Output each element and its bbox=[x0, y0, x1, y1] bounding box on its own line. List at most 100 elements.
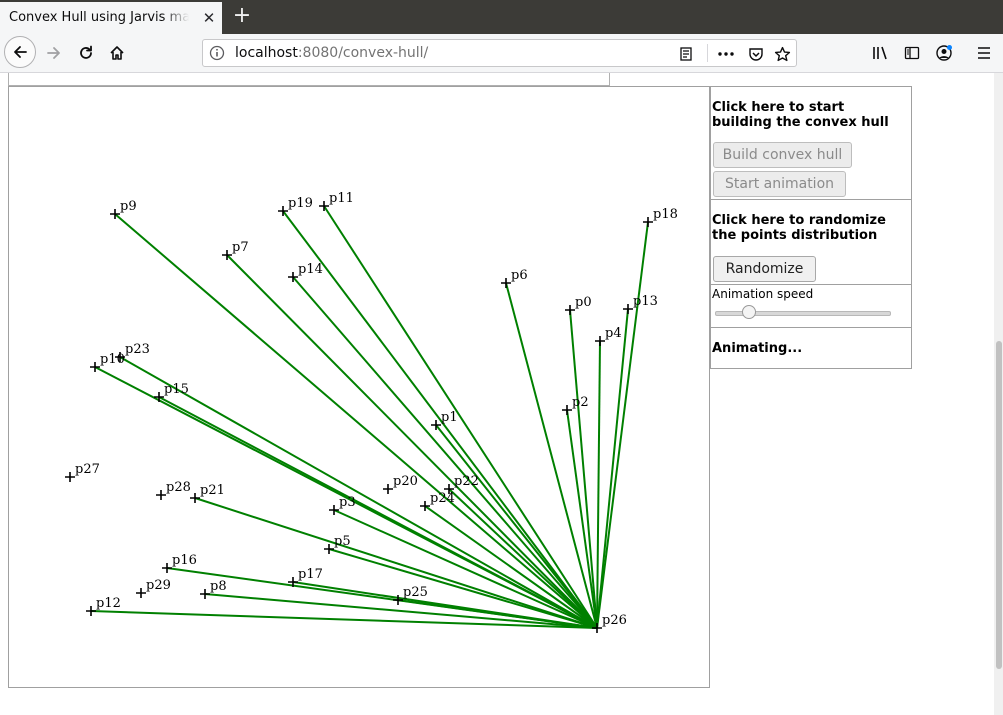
point-marker bbox=[324, 544, 334, 554]
point-marker bbox=[562, 405, 572, 415]
point-marker bbox=[501, 278, 511, 288]
point-marker bbox=[288, 577, 298, 587]
bookmark-star-icon[interactable] bbox=[773, 45, 791, 63]
sidebar-toggle-button[interactable] bbox=[898, 39, 926, 67]
scrollbar-thumb[interactable] bbox=[996, 341, 1002, 669]
point-marker bbox=[319, 201, 329, 211]
status-panel: Animating... bbox=[710, 327, 912, 369]
url-host: localhost bbox=[235, 45, 298, 61]
point-marker bbox=[162, 563, 172, 573]
site-info-icon[interactable] bbox=[209, 45, 225, 65]
pocket-icon[interactable] bbox=[747, 45, 765, 63]
tab-close-icon[interactable]: ✕ bbox=[202, 9, 216, 27]
point-marker bbox=[565, 305, 575, 315]
point-marker bbox=[643, 217, 653, 227]
forward-arrow-icon bbox=[47, 47, 60, 59]
point-p26: p26 bbox=[592, 613, 627, 633]
speed-slider-thumb[interactable] bbox=[742, 305, 757, 319]
point-marker bbox=[86, 606, 96, 616]
point-p28: p28 bbox=[156, 480, 191, 500]
point-p18: p18 bbox=[643, 207, 678, 227]
account-button[interactable] bbox=[930, 39, 958, 67]
point-label: p4 bbox=[605, 326, 622, 341]
reload-icon bbox=[80, 45, 92, 59]
point-p22: p22 bbox=[444, 474, 479, 494]
point-marker bbox=[222, 250, 232, 260]
tab-title: Convex Hull using Jarvis march bbox=[9, 10, 189, 25]
point-label: p12 bbox=[96, 596, 121, 611]
library-button[interactable] bbox=[867, 39, 895, 67]
page-scrollbar[interactable] bbox=[994, 73, 1003, 715]
point-marker bbox=[444, 484, 454, 494]
point-marker bbox=[190, 493, 200, 503]
point-p20: p20 bbox=[383, 474, 418, 494]
hull-edge-p8 bbox=[204, 593, 598, 629]
point-marker bbox=[115, 352, 125, 362]
animation-speed-label: Animation speed bbox=[712, 287, 814, 301]
address-bar[interactable]: localhost:8080/convex-hull/ bbox=[202, 39, 797, 67]
hull-edge-p21 bbox=[194, 497, 598, 629]
point-p7: p7 bbox=[222, 240, 249, 260]
new-tab-icon[interactable]: + bbox=[232, 3, 252, 28]
point-p25: p25 bbox=[393, 585, 428, 605]
point-p4: p4 bbox=[595, 326, 622, 346]
point-label: p6 bbox=[511, 268, 528, 283]
back-button[interactable] bbox=[4, 36, 36, 68]
hull-visualization: p0 p1 p2 p3 p4 p5 p6 p7 p8 p9 p10 p11 p12 p13 p14 p15 p1… bbox=[65, 191, 678, 633]
point-marker bbox=[288, 272, 298, 282]
hull-edge-p22 bbox=[448, 488, 598, 629]
point-p17: p17 bbox=[288, 567, 323, 587]
home-button[interactable] bbox=[103, 39, 131, 67]
reload-button[interactable] bbox=[72, 39, 100, 67]
point-marker bbox=[420, 501, 430, 511]
point-label: p16 bbox=[172, 553, 197, 568]
point-label: p20 bbox=[393, 474, 418, 489]
point-label: p10 bbox=[100, 352, 125, 367]
point-label: p18 bbox=[653, 207, 678, 222]
hull-edge-p1 bbox=[435, 424, 598, 629]
point-p21: p21 bbox=[190, 483, 225, 503]
navigation-toolbar: localhost:8080/convex-hull/ bbox=[0, 34, 1003, 73]
point-label: p23 bbox=[125, 342, 150, 357]
point-p29: p29 bbox=[136, 578, 171, 598]
point-p3: p3 bbox=[329, 495, 356, 515]
page-actions-icon[interactable] bbox=[717, 45, 735, 63]
point-marker bbox=[65, 472, 75, 482]
hull-edge-p4 bbox=[596, 340, 601, 629]
randomize-instructions: Click here to randomize the points distr… bbox=[712, 213, 886, 243]
library-icon bbox=[873, 46, 887, 60]
hull-edge-p15 bbox=[158, 396, 598, 629]
hull-edge-p7 bbox=[226, 254, 598, 629]
status-text: Animating... bbox=[712, 341, 803, 356]
point-marker bbox=[592, 623, 602, 633]
hull-canvas[interactable]: p0 p1 p2 p3 p4 p5 p6 p7 p8 p9 p10 p11 p12 p13 p14 p15 p1… bbox=[8, 86, 710, 688]
point-marker bbox=[595, 336, 605, 346]
hull-edge-p18 bbox=[596, 221, 649, 629]
point-marker bbox=[393, 595, 403, 605]
url-text[interactable]: localhost:8080/convex-hull/ bbox=[235, 45, 428, 61]
speed-panel: Animation speed bbox=[710, 284, 912, 328]
home-icon bbox=[110, 46, 124, 60]
url-divider bbox=[707, 44, 708, 62]
hull-edge-p19 bbox=[282, 210, 598, 629]
randomize-button[interactable]: Randomize bbox=[713, 256, 816, 282]
start-animation-button[interactable]: Start animation bbox=[713, 171, 846, 197]
hull-edge-p3 bbox=[333, 509, 598, 629]
point-p11: p11 bbox=[319, 191, 354, 211]
hamburger-menu-icon bbox=[978, 47, 990, 59]
menu-button[interactable] bbox=[970, 39, 998, 67]
forward-button[interactable] bbox=[40, 39, 68, 67]
build-convex-hull-button[interactable]: Build convex hull bbox=[713, 142, 852, 168]
hull-edge-p11 bbox=[323, 205, 598, 629]
hull-edge-p9 bbox=[114, 213, 598, 629]
point-label: p26 bbox=[602, 613, 627, 628]
account-icon bbox=[936, 45, 952, 61]
point-marker bbox=[136, 588, 146, 598]
tab-strip: Convex Hull using Jarvis march ✕ + bbox=[0, 0, 1003, 34]
point-marker bbox=[623, 304, 633, 314]
hull-edge-p25 bbox=[397, 599, 598, 629]
active-tab[interactable]: Convex Hull using Jarvis march ✕ bbox=[0, 0, 222, 34]
sidebar-icon bbox=[904, 46, 920, 60]
reader-view-icon[interactable] bbox=[677, 45, 695, 63]
speed-slider-track[interactable] bbox=[715, 311, 891, 316]
